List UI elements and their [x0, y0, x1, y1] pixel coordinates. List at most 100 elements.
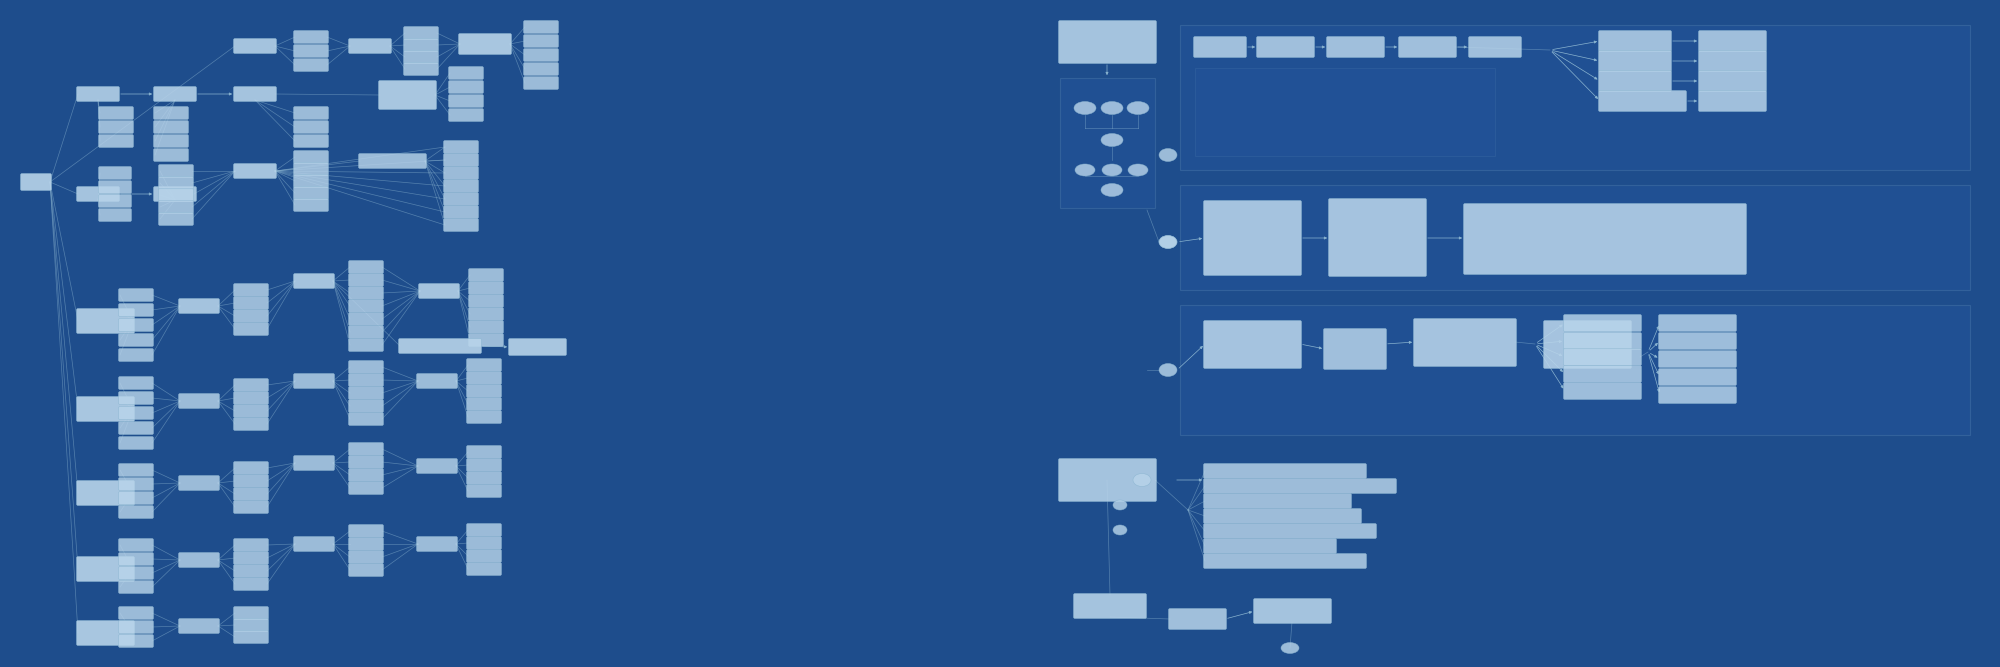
FancyBboxPatch shape	[118, 478, 154, 490]
FancyBboxPatch shape	[1698, 31, 1766, 51]
FancyBboxPatch shape	[294, 175, 328, 187]
FancyBboxPatch shape	[98, 135, 134, 147]
FancyBboxPatch shape	[178, 299, 220, 313]
FancyBboxPatch shape	[348, 468, 384, 482]
FancyBboxPatch shape	[98, 167, 132, 179]
FancyBboxPatch shape	[448, 67, 484, 79]
FancyBboxPatch shape	[118, 506, 154, 518]
FancyBboxPatch shape	[1256, 37, 1314, 57]
FancyBboxPatch shape	[234, 323, 268, 336]
FancyBboxPatch shape	[1204, 508, 1362, 524]
Ellipse shape	[1132, 474, 1152, 486]
FancyBboxPatch shape	[466, 484, 502, 498]
FancyBboxPatch shape	[118, 492, 154, 504]
FancyBboxPatch shape	[1414, 319, 1516, 366]
FancyBboxPatch shape	[348, 261, 384, 273]
FancyBboxPatch shape	[466, 384, 502, 398]
Ellipse shape	[1160, 149, 1176, 161]
FancyBboxPatch shape	[1658, 315, 1736, 331]
FancyBboxPatch shape	[118, 580, 154, 594]
FancyBboxPatch shape	[1204, 464, 1366, 478]
FancyBboxPatch shape	[1698, 71, 1766, 91]
FancyBboxPatch shape	[1598, 71, 1672, 91]
FancyBboxPatch shape	[404, 39, 438, 51]
FancyBboxPatch shape	[468, 334, 504, 346]
FancyBboxPatch shape	[418, 283, 460, 299]
FancyBboxPatch shape	[98, 209, 132, 221]
FancyBboxPatch shape	[348, 325, 384, 338]
FancyBboxPatch shape	[1564, 382, 1642, 400]
FancyBboxPatch shape	[1058, 21, 1156, 63]
FancyBboxPatch shape	[154, 107, 188, 119]
FancyBboxPatch shape	[444, 205, 478, 219]
FancyBboxPatch shape	[234, 552, 268, 564]
FancyBboxPatch shape	[76, 309, 134, 334]
FancyBboxPatch shape	[466, 358, 502, 372]
FancyBboxPatch shape	[1544, 321, 1632, 368]
FancyBboxPatch shape	[1324, 329, 1386, 370]
FancyBboxPatch shape	[416, 458, 458, 474]
Ellipse shape	[1160, 235, 1176, 249]
FancyBboxPatch shape	[444, 219, 478, 231]
FancyBboxPatch shape	[1168, 608, 1226, 630]
Bar	[1196, 68, 1496, 156]
FancyBboxPatch shape	[234, 392, 268, 404]
FancyBboxPatch shape	[294, 536, 334, 552]
FancyBboxPatch shape	[444, 193, 478, 205]
FancyBboxPatch shape	[234, 500, 268, 514]
FancyBboxPatch shape	[154, 187, 196, 201]
Ellipse shape	[1102, 164, 1122, 176]
FancyBboxPatch shape	[358, 153, 426, 169]
Ellipse shape	[1074, 101, 1096, 115]
FancyBboxPatch shape	[1058, 458, 1156, 502]
FancyBboxPatch shape	[154, 135, 188, 147]
FancyBboxPatch shape	[118, 606, 154, 620]
FancyBboxPatch shape	[1658, 333, 1736, 350]
FancyBboxPatch shape	[466, 524, 502, 536]
FancyBboxPatch shape	[158, 189, 194, 201]
FancyBboxPatch shape	[404, 63, 438, 75]
FancyBboxPatch shape	[234, 564, 268, 578]
FancyBboxPatch shape	[448, 81, 484, 93]
Ellipse shape	[1160, 235, 1176, 249]
FancyBboxPatch shape	[1564, 315, 1642, 331]
FancyBboxPatch shape	[294, 135, 328, 147]
FancyBboxPatch shape	[466, 562, 502, 576]
FancyBboxPatch shape	[1204, 321, 1302, 368]
FancyBboxPatch shape	[234, 163, 276, 179]
FancyBboxPatch shape	[294, 107, 328, 119]
FancyBboxPatch shape	[404, 27, 438, 39]
Ellipse shape	[1112, 525, 1128, 535]
FancyBboxPatch shape	[1204, 201, 1302, 275]
FancyBboxPatch shape	[378, 81, 436, 109]
FancyBboxPatch shape	[398, 338, 482, 354]
FancyBboxPatch shape	[348, 412, 384, 426]
FancyBboxPatch shape	[118, 436, 154, 450]
FancyBboxPatch shape	[468, 307, 504, 321]
FancyBboxPatch shape	[348, 456, 384, 468]
FancyBboxPatch shape	[234, 283, 268, 297]
FancyBboxPatch shape	[1194, 37, 1246, 57]
FancyBboxPatch shape	[158, 201, 194, 213]
FancyBboxPatch shape	[294, 151, 328, 163]
FancyBboxPatch shape	[348, 538, 384, 550]
FancyBboxPatch shape	[98, 181, 132, 193]
FancyBboxPatch shape	[348, 360, 384, 374]
FancyBboxPatch shape	[294, 199, 328, 211]
FancyBboxPatch shape	[98, 121, 134, 133]
FancyBboxPatch shape	[118, 634, 154, 648]
FancyBboxPatch shape	[1564, 348, 1642, 366]
FancyBboxPatch shape	[118, 422, 154, 434]
FancyBboxPatch shape	[348, 299, 384, 313]
FancyBboxPatch shape	[524, 35, 558, 47]
FancyBboxPatch shape	[234, 474, 268, 488]
Ellipse shape	[1160, 364, 1176, 376]
FancyBboxPatch shape	[294, 187, 328, 199]
FancyBboxPatch shape	[444, 153, 478, 167]
FancyBboxPatch shape	[1398, 37, 1456, 57]
FancyBboxPatch shape	[234, 488, 268, 500]
FancyBboxPatch shape	[468, 321, 504, 334]
Bar	[1180, 305, 1970, 435]
FancyBboxPatch shape	[444, 167, 478, 179]
FancyBboxPatch shape	[118, 334, 154, 346]
